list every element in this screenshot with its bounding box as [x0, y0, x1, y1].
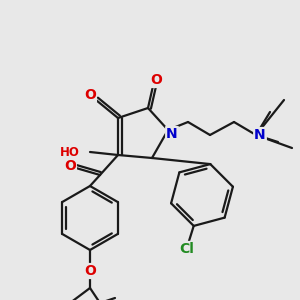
Text: O: O: [84, 88, 96, 102]
Text: O: O: [84, 264, 96, 278]
Text: N: N: [166, 127, 178, 141]
Text: O: O: [64, 159, 76, 173]
Text: N: N: [254, 128, 266, 142]
Text: Cl: Cl: [179, 242, 194, 256]
Text: HO: HO: [60, 146, 80, 158]
Text: O: O: [150, 73, 162, 87]
